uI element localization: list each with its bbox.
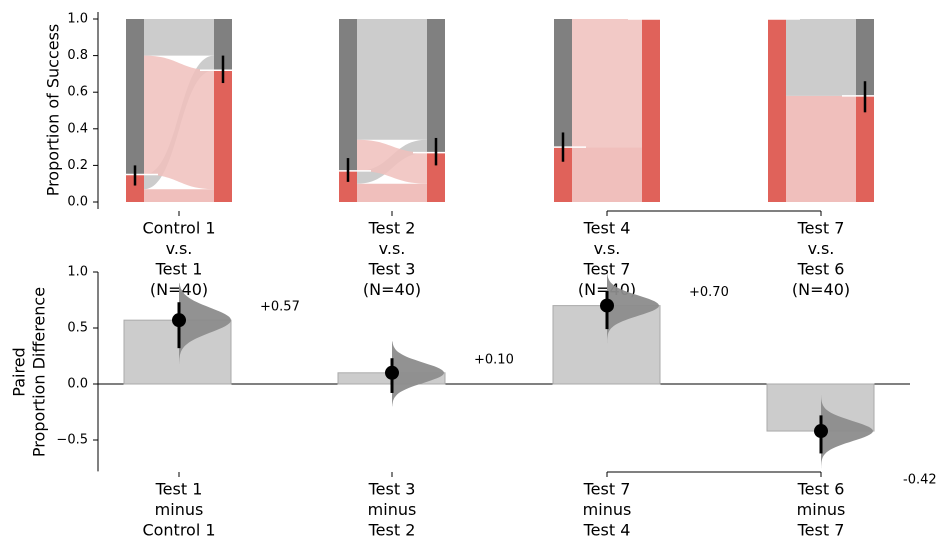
flow-failure-to-failure bbox=[144, 19, 214, 56]
y-tick-label: 1.0 bbox=[67, 265, 88, 280]
group-label-line: (N=40) bbox=[363, 280, 421, 299]
right-bar-failure bbox=[214, 19, 232, 71]
x-category-label-line: Test 3 bbox=[368, 480, 416, 499]
right-bar-failure bbox=[427, 19, 445, 153]
right-bar-failure bbox=[856, 19, 874, 96]
flow-success-to-failure bbox=[786, 19, 856, 96]
left-bar-failure bbox=[126, 19, 144, 175]
y-tick-label: 0.6 bbox=[67, 85, 88, 100]
y-tick-label: −0.5 bbox=[56, 433, 88, 448]
y-axis-label-line: Paired bbox=[10, 347, 29, 396]
difference-panel: −0.5 0.0 0.5 1.0 Paired Proportion Difference… bbox=[10, 265, 937, 540]
group-label-line: Control 1 bbox=[142, 219, 215, 238]
group-label-line: Test 7 bbox=[797, 219, 845, 238]
left-bar-success bbox=[126, 174, 144, 202]
bootstrap-distribution bbox=[821, 395, 873, 472]
group-label-line: v.s. bbox=[166, 239, 193, 258]
flow-success-to-success bbox=[144, 189, 214, 202]
flow-failure-to-failure bbox=[357, 19, 427, 140]
slopegraph-panel: 0.0 0.2 0.4 0.6 0.8 1.0 Proportion of Success C… bbox=[44, 12, 874, 299]
x-category-label-line: Control 1 bbox=[142, 521, 215, 540]
x-category-label-line: Test 1 bbox=[155, 480, 203, 499]
flow-success-to-success bbox=[786, 95, 856, 202]
right-bar-success bbox=[856, 95, 874, 202]
x-category-label-line: Test 6 bbox=[797, 480, 845, 499]
x-category-label-line: minus bbox=[368, 500, 417, 519]
x-category-label-line: minus bbox=[583, 500, 632, 519]
x-category-label-line: minus bbox=[155, 500, 204, 519]
group-label-line: Test 1 bbox=[155, 260, 203, 279]
right-bar-success bbox=[214, 70, 232, 203]
group-label-line: v.s. bbox=[594, 239, 621, 258]
left-bar-failure bbox=[339, 19, 357, 171]
bootstrap-distribution bbox=[179, 283, 231, 364]
left-bar-success bbox=[768, 19, 786, 202]
difference-value-label: -0.42 bbox=[903, 473, 937, 488]
difference-value-label: +0.70 bbox=[689, 285, 729, 300]
y-tick-label: 0.0 bbox=[67, 195, 88, 210]
flow-failure-to-success bbox=[572, 19, 642, 148]
mean-marker bbox=[385, 365, 399, 380]
group-label-line: (N=40) bbox=[792, 280, 850, 299]
y-tick-label: 1.0 bbox=[67, 12, 88, 27]
mean-marker bbox=[600, 298, 614, 313]
left-bar-success bbox=[554, 147, 572, 202]
bootstrap-distribution bbox=[607, 274, 659, 345]
flow-failure-to-success bbox=[144, 55, 214, 190]
y-tick-label: 0.5 bbox=[67, 321, 88, 336]
flow-success-to-success bbox=[572, 147, 642, 202]
x-category-label-line: Test 7 bbox=[583, 480, 631, 499]
right-bar-success bbox=[642, 19, 660, 202]
y-tick-label: 0.2 bbox=[67, 158, 88, 173]
x-category-label-line: minus bbox=[797, 500, 846, 519]
right-bar-success bbox=[427, 152, 445, 202]
y-axis-label: Proportion of Success bbox=[44, 24, 63, 197]
flow-success-to-success bbox=[357, 183, 427, 202]
x-category-label-line: Test 2 bbox=[368, 521, 416, 540]
mean-marker bbox=[814, 424, 828, 439]
difference-value-label: +0.57 bbox=[260, 300, 300, 315]
group-label-line: Test 6 bbox=[797, 260, 845, 279]
x-category-label-line: Test 7 bbox=[797, 521, 845, 540]
mean-marker bbox=[172, 313, 186, 328]
left-bar-failure bbox=[554, 19, 572, 148]
x-category-label-line: Test 4 bbox=[583, 521, 631, 540]
flow-failure-to-success bbox=[357, 139, 427, 184]
left-bar-success bbox=[339, 170, 357, 202]
group-label-line: Test 7 bbox=[583, 260, 631, 279]
y-tick-label: 0.8 bbox=[67, 48, 88, 63]
bootstrap-distribution bbox=[392, 341, 444, 407]
difference-value-label: +0.10 bbox=[474, 352, 514, 367]
group-label-line: Test 4 bbox=[583, 219, 631, 238]
y-tick-label: 0.4 bbox=[67, 121, 88, 136]
y-tick-label: 0.0 bbox=[67, 377, 88, 392]
group-label-line: Test 3 bbox=[368, 260, 416, 279]
group-label-line: Test 2 bbox=[368, 219, 416, 238]
group-label-line: v.s. bbox=[379, 239, 406, 258]
y-axis-label-line: Proportion Difference bbox=[30, 287, 49, 457]
group-label-line: v.s. bbox=[808, 239, 835, 258]
